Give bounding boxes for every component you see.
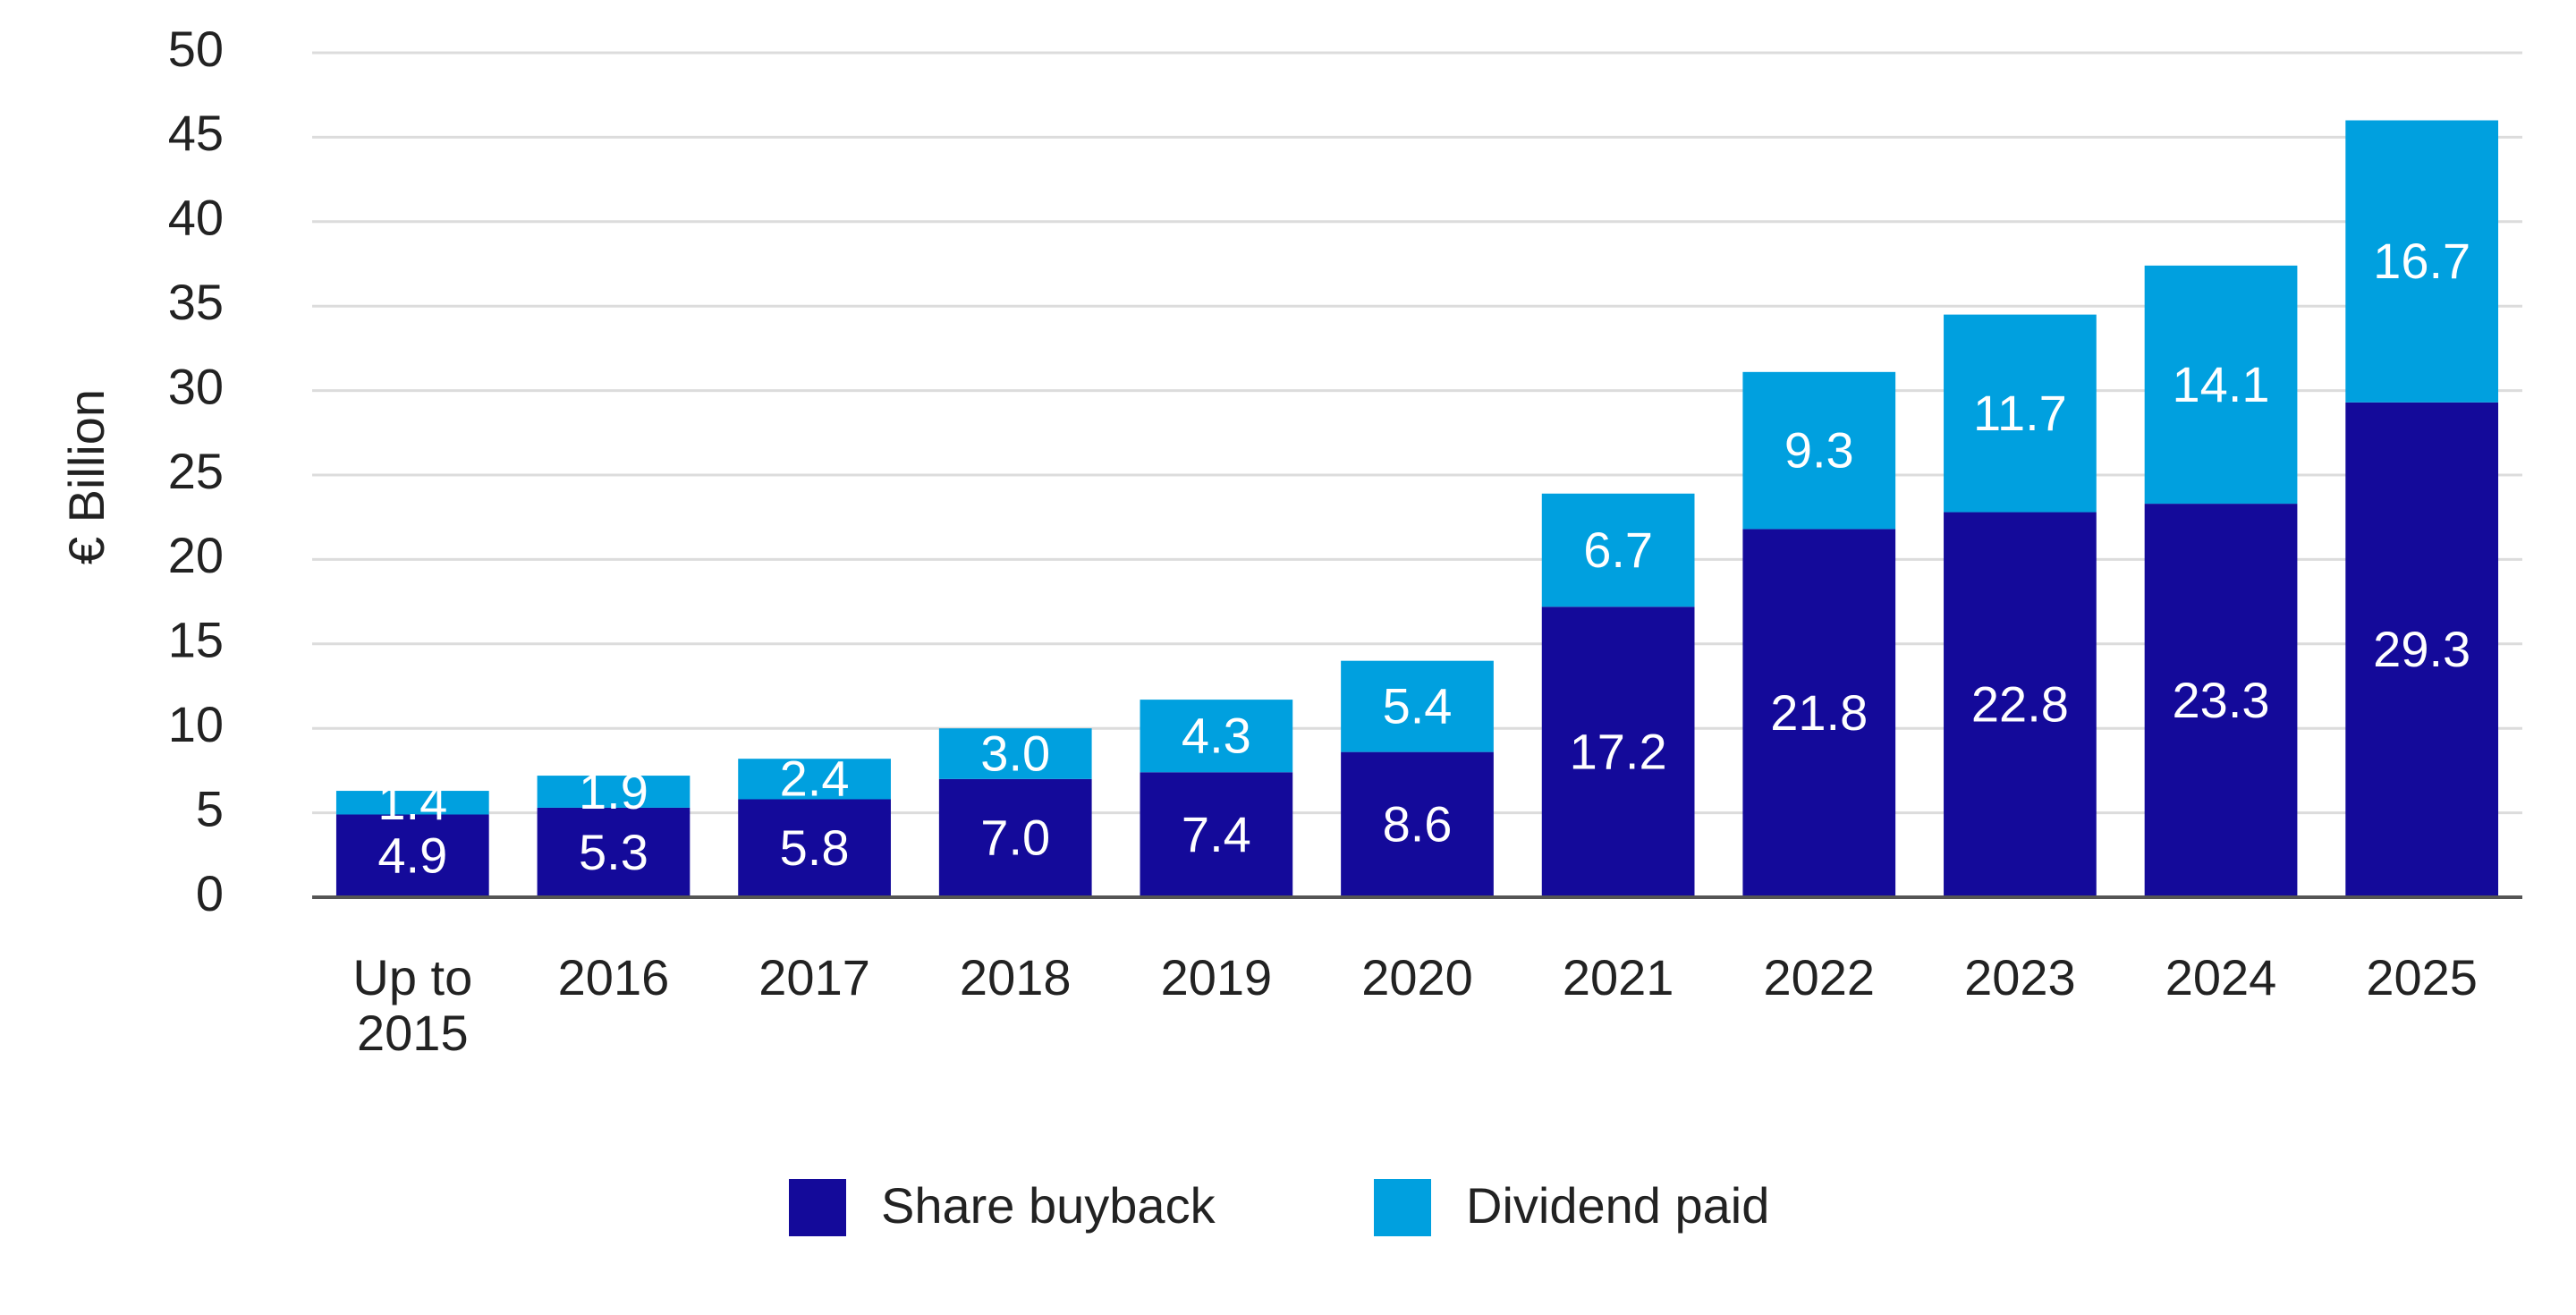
data-label: 3.0 xyxy=(980,725,1050,781)
bar-segment xyxy=(2144,265,2298,505)
x-tick-label: 2019 xyxy=(1160,949,1273,1005)
y-tick-label: 5 xyxy=(196,780,224,836)
data-label: 21.8 xyxy=(1770,684,1868,741)
data-label: 9.3 xyxy=(1784,421,1854,478)
legend-label: Dividend paid xyxy=(1466,1177,1769,1234)
data-label: 29.3 xyxy=(2373,621,2470,677)
bar-segment xyxy=(1341,751,1494,897)
bar-segment xyxy=(2345,402,2499,897)
bar-segment xyxy=(1742,529,1896,897)
data-label: 16.7 xyxy=(2373,233,2470,289)
y-tick-label: 40 xyxy=(168,190,224,246)
bar-segment xyxy=(938,728,1092,779)
y-tick-label: 50 xyxy=(168,21,224,77)
bar-segment xyxy=(335,814,489,897)
x-tick-label: 2018 xyxy=(959,949,1072,1005)
data-label: 7.0 xyxy=(980,810,1050,866)
data-label: 4.3 xyxy=(1182,707,1251,763)
bar-segment xyxy=(537,776,691,808)
bar-segment xyxy=(738,799,891,897)
y-axis-label: € Billion xyxy=(58,389,114,564)
y-tick-label: 15 xyxy=(168,612,224,668)
data-label: 5.4 xyxy=(1383,677,1453,734)
bar-segment xyxy=(938,778,1092,897)
legend-label: Share buyback xyxy=(881,1177,1216,1234)
bar-segment xyxy=(1944,314,2097,513)
x-tick-label: 2021 xyxy=(1562,949,1674,1005)
data-label: 2.4 xyxy=(780,751,850,807)
x-tick-label: 2017 xyxy=(758,949,870,1005)
bar-segment xyxy=(2345,120,2499,403)
bar-segment xyxy=(738,759,891,800)
bar-segment xyxy=(1541,607,1695,897)
data-label: 11.7 xyxy=(1973,385,2067,441)
bar-segment xyxy=(1140,700,1293,773)
x-tick-label: 2025 xyxy=(2366,949,2478,1005)
x-tick-label: Up to 2015 xyxy=(352,949,473,1061)
data-label: 23.3 xyxy=(2173,672,2270,728)
y-tick-label: 25 xyxy=(168,443,224,499)
bar-segment xyxy=(335,791,489,815)
bar-segment xyxy=(1742,371,1896,530)
data-label: 14.1 xyxy=(2173,356,2270,412)
data-label: 8.6 xyxy=(1383,796,1453,853)
data-label: 5.8 xyxy=(780,819,850,876)
x-tick-label: 2016 xyxy=(557,949,670,1005)
y-tick-label: 35 xyxy=(168,274,224,330)
y-tick-label: 45 xyxy=(168,105,224,161)
data-label: 17.2 xyxy=(1570,723,1667,779)
data-label: 22.8 xyxy=(1971,676,2069,733)
y-tick-label: 30 xyxy=(168,358,224,414)
bar-segment xyxy=(1140,772,1293,897)
bar-segment xyxy=(1541,493,1695,607)
bar-segment xyxy=(1944,512,2097,897)
x-tick-label: 2023 xyxy=(1964,949,2076,1005)
data-label: 7.4 xyxy=(1182,806,1251,862)
x-tick-label: 2022 xyxy=(1763,949,1876,1005)
bar-segment xyxy=(537,807,691,897)
legend-swatch xyxy=(789,1179,846,1236)
y-tick-label: 10 xyxy=(168,696,224,752)
data-label: 6.7 xyxy=(1583,522,1653,578)
data-label: 4.9 xyxy=(377,827,447,884)
x-tick-label: 2024 xyxy=(2165,949,2277,1005)
data-label: 5.3 xyxy=(579,824,648,880)
bar-segment xyxy=(1341,660,1494,752)
y-tick-label: 0 xyxy=(196,865,224,921)
data-label: 1.9 xyxy=(579,763,648,819)
data-label: 1.4 xyxy=(377,774,447,830)
y-tick-label: 20 xyxy=(168,527,224,583)
x-tick-label: 2020 xyxy=(1361,949,1473,1005)
legend-swatch xyxy=(1374,1179,1431,1236)
bar-segment xyxy=(2144,504,2298,897)
